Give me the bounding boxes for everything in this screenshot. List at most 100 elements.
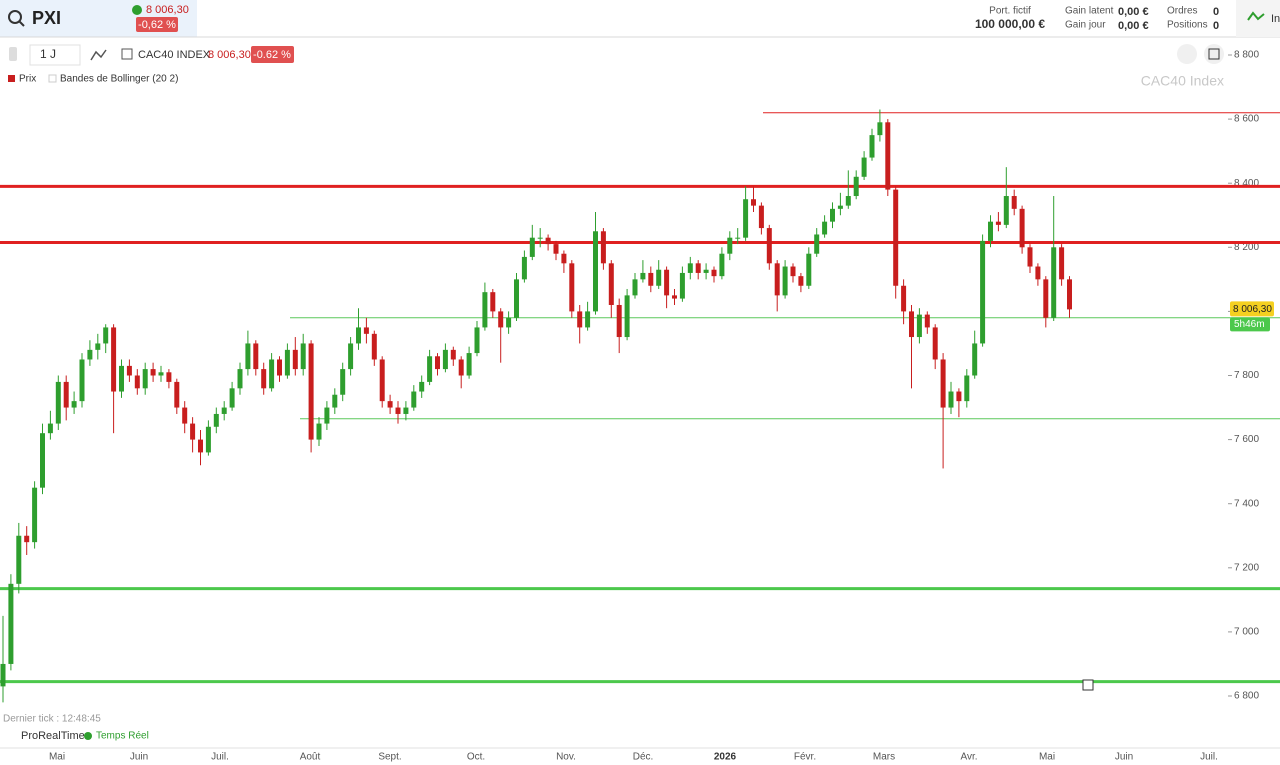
candle-body	[277, 359, 282, 376]
legend-price[interactable]: Prix	[19, 74, 36, 85]
candle-body	[632, 279, 638, 296]
legend-swatch	[48, 74, 57, 83]
period-selector[interactable]	[29, 44, 81, 66]
candle-body	[24, 535, 30, 543]
y-tick-label: 8 600	[1234, 114, 1259, 125]
window-button[interactable]	[1204, 44, 1224, 64]
candle-body	[253, 343, 259, 370]
candle-body	[40, 433, 45, 488]
candle-body	[853, 176, 859, 197]
candle-body	[593, 231, 598, 312]
candle-body	[490, 292, 496, 312]
candle-body	[166, 372, 172, 382]
candle-body	[798, 276, 804, 286]
candle-body	[261, 369, 267, 389]
candle-body	[474, 327, 480, 354]
candle-body	[332, 394, 338, 408]
candle-body	[292, 349, 298, 370]
x-tick-label: Nov.	[556, 752, 576, 763]
change-badge	[136, 17, 178, 32]
candle-body	[585, 311, 591, 328]
legend-swatch	[8, 75, 15, 82]
countdown: 5h46m	[1234, 319, 1265, 330]
candle-body	[55, 381, 61, 424]
candle-body	[182, 407, 188, 424]
drag-handle[interactable]	[9, 47, 17, 61]
positions-value: 0	[1213, 20, 1219, 32]
candle-body	[529, 237, 535, 257]
candle-body	[506, 317, 512, 328]
toolbar-price: 8 006,30	[208, 49, 251, 61]
candle-body	[656, 269, 662, 286]
candle-body	[316, 423, 322, 440]
candle-body	[142, 369, 148, 389]
last-tick: Dernier tick : 12:48:45	[3, 714, 101, 725]
day-label: Gain jour	[1065, 20, 1106, 31]
candle-body	[300, 343, 306, 370]
candle-body	[150, 369, 156, 376]
header-change: -0,62 %	[138, 19, 176, 31]
realtime: Temps Réel	[96, 731, 149, 742]
legend-bollinger[interactable]: Bandes de Bollinger (20 2)	[60, 74, 178, 85]
symbol: PXI	[32, 8, 61, 28]
candle-body	[624, 295, 630, 338]
candle-body	[861, 157, 867, 177]
candle-body	[411, 391, 417, 408]
candle-body	[213, 413, 219, 427]
x-tick-label: Juil.	[211, 752, 229, 763]
y-tick-label: 6 800	[1234, 691, 1259, 702]
settings-button[interactable]	[1177, 44, 1197, 64]
event-marker[interactable]	[1082, 679, 1094, 691]
candle-body	[521, 256, 527, 280]
latent-label: Gain latent	[1065, 6, 1114, 17]
candle-body	[814, 234, 820, 254]
header-bar	[0, 0, 1280, 37]
candle-body	[32, 487, 38, 543]
candle-body	[1035, 266, 1041, 280]
chart-title: CAC40 Index	[1141, 73, 1224, 89]
candle-body	[774, 263, 780, 296]
search-icon[interactable]	[8, 10, 22, 24]
latent-value: 0,00 €	[1118, 6, 1149, 18]
y-tick-label: 7 200	[1234, 562, 1259, 573]
toolbar-change-badge	[251, 46, 294, 63]
candle-body	[845, 196, 851, 206]
candle-body	[980, 240, 986, 344]
positions-label: Positions	[1167, 20, 1208, 31]
candle-body	[766, 228, 772, 264]
candle-body	[403, 407, 409, 414]
candle-body	[8, 583, 14, 664]
candle-body	[269, 359, 275, 389]
candle-body	[340, 369, 346, 395]
candle-body	[995, 221, 1001, 225]
toolbar-change: -0.62 %	[253, 49, 291, 61]
orders-label: Ordres	[1167, 6, 1198, 17]
candle-body	[901, 285, 907, 312]
candle-body	[198, 439, 203, 453]
last-price: 8 006,30	[1233, 304, 1272, 315]
candle-body	[466, 353, 472, 376]
candle-body	[790, 266, 796, 277]
candle-body	[719, 253, 725, 277]
x-tick-label: 2026	[714, 752, 737, 763]
candle-body	[126, 365, 132, 376]
candle-body	[672, 295, 677, 299]
candle-body	[664, 269, 670, 296]
candle-body	[553, 244, 559, 254]
candle-body	[1027, 247, 1033, 267]
candle-body	[229, 388, 235, 408]
candle-body	[735, 237, 741, 239]
candle-body	[830, 208, 835, 222]
y-tick-label: 8 200	[1234, 242, 1259, 253]
candle-body	[379, 359, 385, 402]
chart-type-icon[interactable]	[90, 49, 107, 61]
info-icon[interactable]	[121, 48, 133, 60]
candle-body	[71, 401, 77, 408]
candle-body	[924, 314, 930, 328]
candle-body	[711, 269, 717, 277]
candle-body	[237, 369, 243, 389]
x-tick-label: Mars	[873, 752, 895, 763]
y-tick-label: 8 400	[1234, 178, 1259, 189]
countdown-badge	[1230, 317, 1270, 332]
candle-body	[1051, 247, 1057, 318]
